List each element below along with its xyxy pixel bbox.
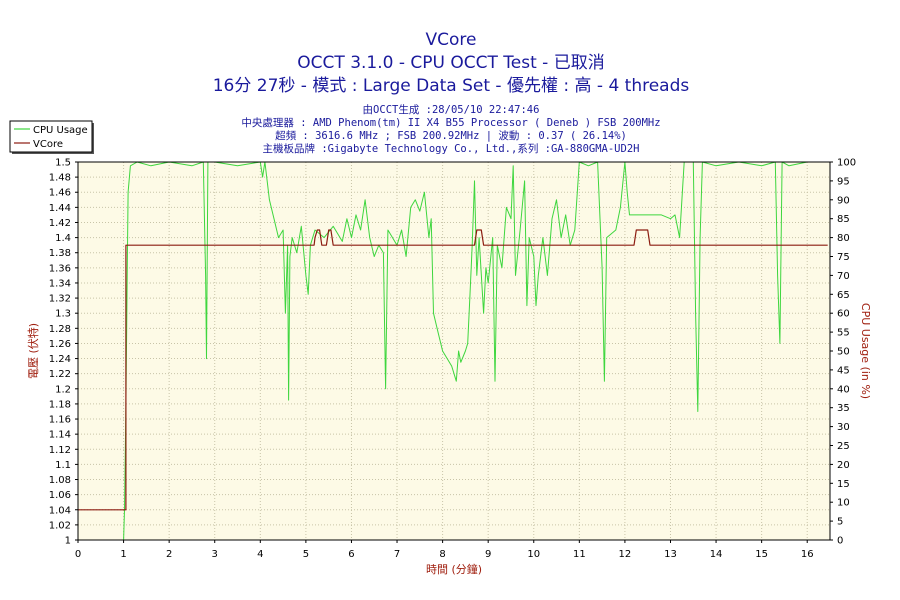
y-tick-label: 1.22: [49, 369, 71, 380]
y2-tick-label: 60: [837, 309, 850, 320]
info-line-cpu: 中央處理器 : AMD Phenom(tm) II X4 B55 Process…: [241, 116, 660, 129]
y2-tick-label: 65: [837, 290, 850, 301]
y2-tick-label: 0: [837, 536, 843, 547]
y-tick-label: 1.28: [49, 324, 71, 335]
x-tick-label: 7: [394, 549, 400, 560]
y2-tick-label: 90: [837, 195, 850, 206]
y-tick-label: 1.1: [55, 460, 71, 471]
info-line-motherboard: 主機板品牌 :Gigabyte Technology Co., Ltd.,系列 …: [263, 142, 640, 155]
series-layer: [78, 161, 828, 541]
y2-tick-label: 30: [837, 422, 850, 433]
x-tick-label: 15: [755, 549, 768, 560]
y-tick-label: 1.12: [49, 445, 71, 456]
x-tick-label: 1: [120, 549, 126, 560]
legend-label-cpu: CPU Usage: [33, 125, 88, 136]
y-tick-label: 1.08: [49, 475, 71, 486]
y-tick-label: 1.44: [49, 203, 71, 214]
y2-tick-label: 95: [837, 176, 850, 187]
x-tick-label: 14: [710, 549, 723, 560]
series-line-vcore: [78, 229, 828, 511]
y2-tick-label: 20: [837, 460, 850, 471]
legend-label-vcore: VCore: [33, 139, 63, 150]
y2-tick-label: 75: [837, 252, 850, 263]
y-tick-label: 1.16: [49, 415, 71, 426]
y-tick-label: 1.46: [49, 188, 71, 199]
y2-tick-label: 85: [837, 214, 850, 225]
y2-tick-label: 25: [837, 441, 850, 452]
x-tick-label: 11: [573, 549, 586, 560]
y-tick-label: 1.26: [49, 339, 71, 350]
y-tick-label: 1.18: [49, 399, 71, 410]
y-tick-label: 1.32: [49, 294, 71, 305]
y2-tick-label: 80: [837, 233, 850, 244]
plot-area: [78, 162, 830, 540]
chart-subtitle-1: OCCT 3.1.0 - CPU OCCT Test - 已取消: [297, 53, 604, 73]
y2-tick-label: 55: [837, 328, 850, 339]
x-tick-label: 3: [212, 549, 218, 560]
chart-title: VCore: [426, 30, 477, 50]
grid: [78, 162, 830, 540]
x-tick-label: 13: [664, 549, 677, 560]
y-tick-label: 1.36: [49, 263, 71, 274]
x-tick-label: 2: [166, 549, 172, 560]
y2-tick-label: 15: [837, 479, 850, 490]
y2-tick-label: 70: [837, 271, 850, 282]
series-line-cpu-usage: [78, 161, 828, 541]
y-tick-label: 1.2: [55, 384, 71, 395]
y-tick-label: 1.38: [49, 248, 71, 259]
y2-tick-label: 10: [837, 498, 850, 509]
x-tick-label: 8: [439, 549, 445, 560]
plot-frame: [77, 161, 831, 541]
y-tick-label: 1.14: [49, 430, 71, 441]
y-tick-label: 1: [65, 536, 71, 547]
y-tick-label: 1.4: [55, 233, 71, 244]
info-line-generated: 由OCCT生成 :28/05/10 22:47:46: [363, 103, 540, 116]
y2-tick-label: 5: [837, 517, 843, 528]
x-tick-label: 4: [257, 549, 263, 560]
chart-subtitle-2: 16分 27秒 - 模式 : Large Data Set - 優先權 : 高 …: [213, 76, 690, 96]
y-tick-label: 1.06: [49, 490, 71, 501]
y-tick-label: 1.3: [55, 309, 71, 320]
y-tick-label: 1.24: [49, 354, 71, 365]
y2-tick-label: 50: [837, 347, 850, 358]
legend: CPU Usage VCore: [9, 120, 94, 154]
y-tick-label: 1.02: [49, 520, 71, 531]
y-tick-label: 1.5: [55, 158, 71, 169]
y-tick-label: 1.48: [49, 173, 71, 184]
y2-axis-title: CPU Usage (in %): [859, 303, 872, 399]
legend-box: [9, 120, 93, 153]
info-line-overclock: 超頻 : 3616.6 MHz ; FSB 200.92MHz | 波動 : 0…: [275, 129, 627, 142]
x-tick-label: 5: [303, 549, 309, 560]
x-axis-title: 時間 (分鐘): [426, 562, 482, 576]
x-tick-label: 0: [75, 549, 81, 560]
x-tick-label: 16: [801, 549, 814, 560]
x-tick-label: 9: [485, 549, 491, 560]
y-tick-label: 1.04: [49, 505, 71, 516]
y-tick-label: 1.34: [49, 278, 71, 289]
ticks: 0 1 2 3 4 5 6 7 8 9 10 11 12 13 14 15 1611.021.041.061.0…: [49, 158, 856, 561]
y2-tick-label: 40: [837, 384, 850, 395]
x-tick-label: 6: [348, 549, 354, 560]
y-tick-label: 1.42: [49, 218, 71, 229]
y2-tick-label: 45: [837, 365, 850, 376]
y2-tick-label: 35: [837, 403, 850, 414]
y2-tick-label: 100: [837, 158, 856, 169]
x-tick-label: 12: [619, 549, 632, 560]
x-tick-label: 10: [527, 549, 540, 560]
y-axis-title: 電壓 (伏特): [26, 323, 40, 379]
